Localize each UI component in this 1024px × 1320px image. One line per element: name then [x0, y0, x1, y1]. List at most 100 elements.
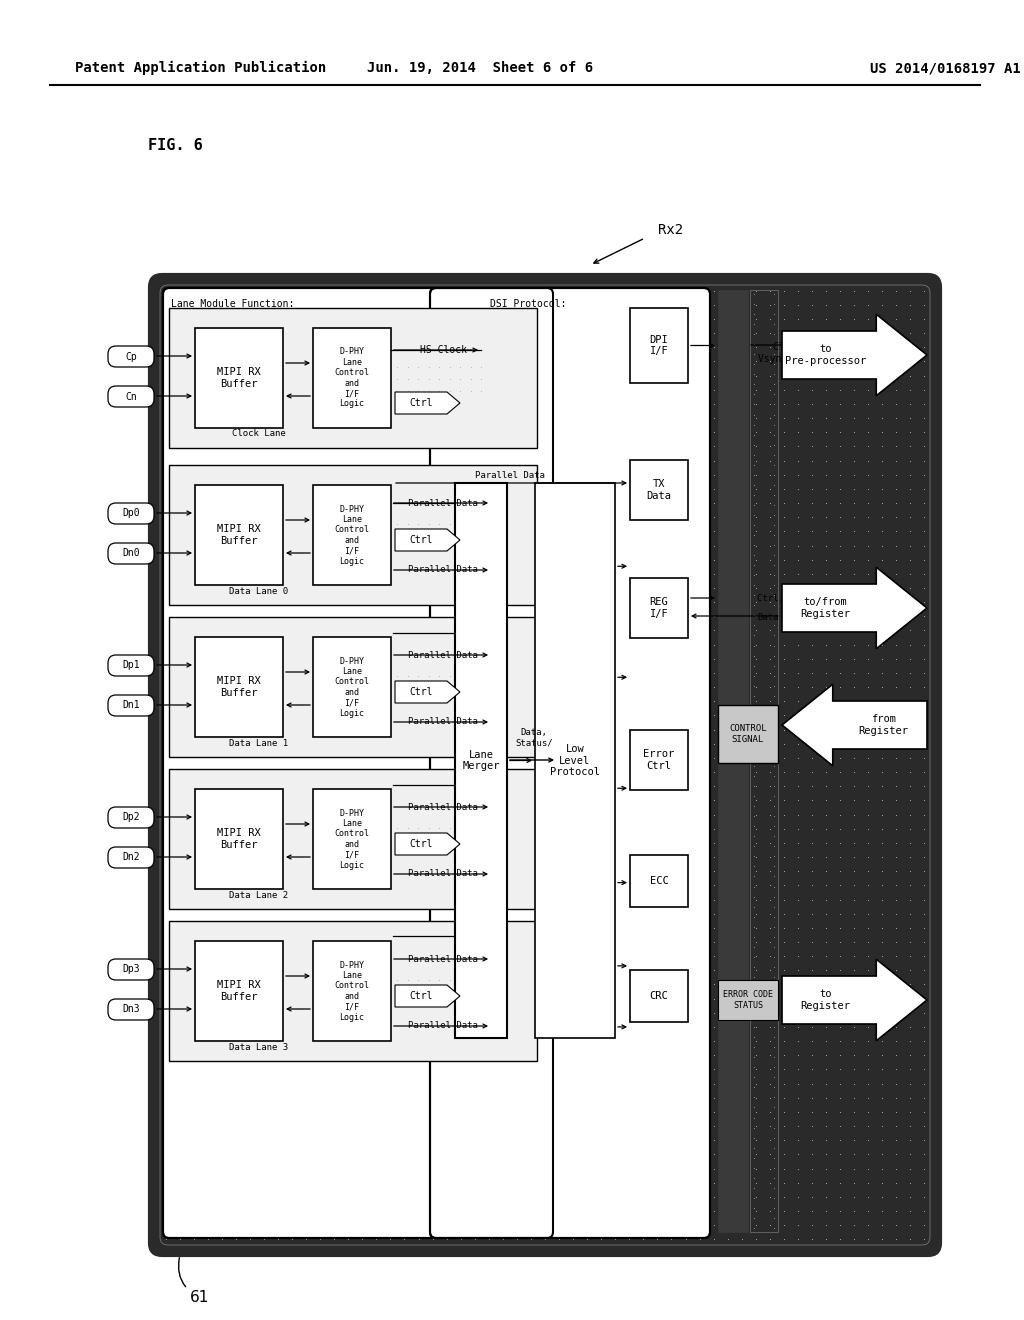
Point [720, 408, 736, 429]
Point [440, 358, 457, 379]
Point [622, 762, 638, 783]
Point [766, 735, 782, 756]
Point [453, 945, 469, 966]
Point [453, 393, 469, 414]
Point [453, 379, 469, 400]
Point [295, 685, 311, 706]
Point [509, 1101, 525, 1122]
Point [526, 649, 543, 671]
Point [368, 832, 384, 853]
Point [453, 1229, 469, 1250]
Point [429, 370, 445, 391]
Point [382, 903, 398, 924]
Point [438, 1229, 455, 1250]
Point [222, 1014, 239, 1035]
Point [480, 1214, 497, 1236]
Point [671, 843, 687, 865]
Point [369, 733, 385, 754]
Point [210, 953, 226, 974]
Point [748, 1130, 764, 1151]
Point [477, 673, 494, 694]
Point [502, 454, 518, 475]
Point [846, 620, 862, 642]
Point [804, 564, 820, 585]
Point [354, 663, 371, 684]
Point [269, 421, 286, 442]
Point [646, 661, 663, 682]
Point [185, 917, 202, 939]
Point [610, 418, 627, 440]
Point [598, 503, 614, 524]
Point [579, 366, 595, 387]
Point [480, 591, 497, 612]
Point [720, 1115, 736, 1137]
Point [368, 953, 384, 974]
Point [514, 393, 530, 414]
Point [392, 528, 409, 549]
Point [831, 1200, 848, 1221]
Point [695, 771, 712, 792]
Point [538, 832, 554, 853]
Point [579, 549, 595, 570]
Point [658, 381, 675, 403]
Point [720, 421, 736, 442]
Point [664, 379, 680, 400]
Point [368, 916, 384, 937]
Point [284, 465, 300, 486]
Point [860, 888, 877, 909]
Point [404, 941, 421, 962]
Point [593, 875, 609, 896]
Point [489, 904, 506, 925]
Point [438, 804, 455, 825]
Point [610, 601, 627, 622]
Point [369, 408, 385, 429]
Point [283, 759, 299, 780]
Point [695, 977, 712, 998]
Point [319, 564, 336, 585]
Point [242, 1073, 258, 1094]
Point [649, 861, 666, 882]
Point [550, 1014, 566, 1035]
Point [514, 624, 530, 645]
Point [607, 818, 624, 840]
Point [319, 929, 336, 950]
Point [495, 903, 511, 924]
Point [607, 450, 624, 471]
Point [480, 564, 497, 585]
Point [269, 818, 286, 840]
Point [480, 762, 497, 783]
Point [573, 1111, 590, 1133]
Point [307, 746, 324, 767]
Point [538, 491, 554, 512]
Point [429, 869, 445, 890]
Point [664, 861, 680, 882]
Point [453, 1147, 469, 1168]
Point [284, 677, 300, 698]
Point [691, 436, 708, 457]
Point [186, 1002, 203, 1023]
Point [586, 1002, 602, 1023]
Point [523, 804, 540, 825]
Point [162, 624, 178, 645]
Point [465, 1039, 481, 1060]
FancyBboxPatch shape [163, 288, 553, 1238]
Point [227, 351, 244, 372]
Point [622, 1073, 638, 1094]
Point [635, 322, 651, 343]
Point [368, 977, 384, 998]
Point [404, 297, 421, 318]
Point [340, 337, 356, 358]
Point [295, 698, 311, 719]
Point [396, 421, 413, 442]
Point [234, 309, 251, 330]
Point [222, 601, 239, 622]
Point [562, 393, 579, 414]
Point [380, 1209, 396, 1230]
Point [502, 381, 518, 403]
Point [607, 888, 624, 909]
Point [579, 833, 595, 854]
Point [489, 1002, 506, 1023]
Point [326, 1214, 342, 1236]
Point [307, 759, 324, 780]
Point [477, 1147, 494, 1168]
